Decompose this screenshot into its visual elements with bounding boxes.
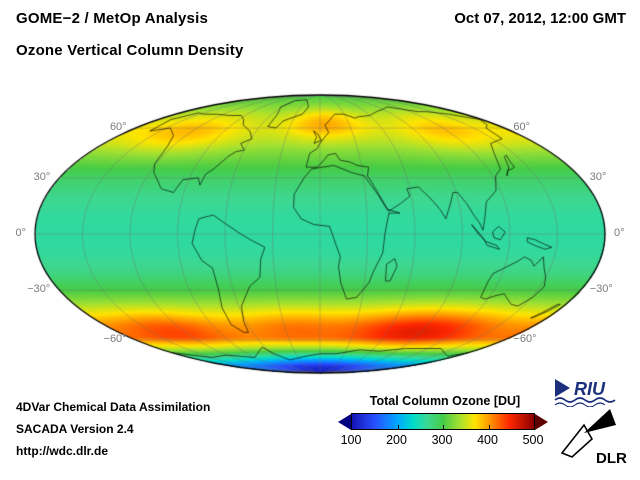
colorbar-ticks: 100 200 300 400 500 — [336, 433, 554, 449]
lat-label-right-60: 60° — [513, 121, 531, 134]
colorbar-tick-label: 200 — [386, 433, 407, 447]
dlr-logo: DLR — [556, 407, 636, 472]
colorbar-tick-label: 300 — [431, 433, 453, 447]
lat-label-right-0: 0° — [614, 227, 625, 239]
lat-label-left-60: 60° — [109, 121, 127, 134]
world-map: 60° 60° 30° 30° 0° 0° −30° −30° −60° −60° — [15, 84, 625, 390]
colorbar-bar-row — [338, 413, 554, 430]
dlr-logo-graphic: DLR — [560, 409, 627, 467]
colorbar-gradient — [351, 413, 535, 430]
riu-triangle-icon — [555, 379, 570, 397]
page-subtitle: Ozone Vertical Column Density — [16, 42, 244, 59]
colorbar-tick-label: 400 — [477, 433, 498, 447]
version-label: SACADA Version 2.4 — [16, 422, 134, 436]
lat-label-left-0: 0° — [15, 227, 26, 239]
analysis-timestamp: Oct 07, 2012, 12:00 GMT — [454, 10, 626, 27]
riu-wave2-icon — [554, 402, 606, 408]
lat-label-right-30: 30° — [589, 170, 607, 183]
page-title: GOME−2 / MetOp Analysis — [16, 10, 209, 27]
dlr-solid-wing-icon — [584, 409, 616, 433]
riu-logo-graphic: RIU — [554, 379, 616, 408]
colorbar-tickmark — [397, 425, 399, 429]
colorbar-arrow-left-icon — [338, 413, 351, 430]
lat-label-left--60: −60° — [103, 332, 127, 345]
colorbar-tick-label: 100 — [340, 433, 362, 447]
colorbar-tickmark — [488, 425, 490, 429]
colorbar-arrow-right-icon — [535, 413, 548, 430]
lat-label-right--30: −30° — [589, 283, 613, 296]
footer-credits: 4DVar Chemical Data Assimilation SACADA … — [16, 396, 210, 462]
ozone-map-canvas — [20, 84, 620, 390]
assimilation-label: 4DVar Chemical Data Assimilation — [16, 400, 211, 414]
riu-wave-icon — [554, 397, 616, 403]
lat-label-left-30: 30° — [33, 170, 51, 183]
dlr-outline-wing-icon — [560, 423, 594, 458]
riu-logo: RIU — [552, 375, 630, 412]
colorbar-tick-label: 500 — [522, 433, 544, 447]
website-url: http://wdc.dlr.de — [16, 444, 108, 458]
riu-logo-text: RIU — [574, 379, 606, 399]
dlr-logo-text: DLR — [596, 450, 627, 467]
colorbar-title: Total Column Ozone [DU] — [369, 394, 521, 408]
colorbar: Total Column Ozone [DU] 100 200 300 400 500 — [336, 394, 554, 449]
lat-label-right--60: −60° — [513, 332, 537, 345]
lat-label-left--30: −30° — [27, 283, 51, 296]
colorbar-tickmark — [443, 425, 444, 429]
